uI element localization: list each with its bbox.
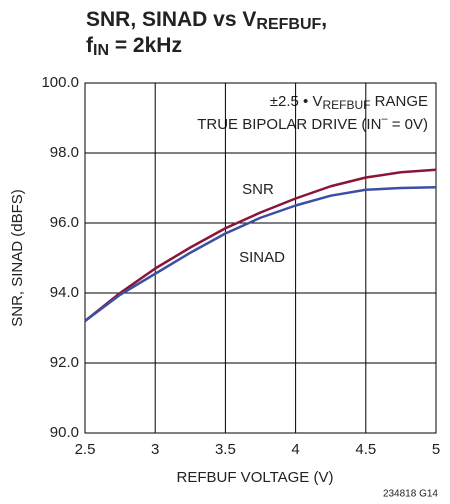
annotation: ±2.5 • VREFBUF RANGE — [270, 93, 428, 112]
y-tick-label: 90.0 — [50, 424, 79, 441]
x-tick-label: 2.5 — [75, 441, 96, 458]
series-line — [84, 168, 437, 322]
title-part: SNR, SINAD vs V — [86, 8, 256, 31]
title-part: f — [86, 34, 94, 57]
annotation-part: ±2.5 • V — [270, 93, 323, 110]
annotation-part: = 0V) — [388, 116, 428, 133]
series-label: SINAD — [239, 249, 285, 266]
chart-title: fIN = 2kHz — [86, 34, 182, 60]
title-subscript: IN — [93, 42, 109, 59]
annotation-part: TRUE BIPOLAR DRIVE (IN — [197, 116, 381, 133]
title-part: , — [321, 8, 327, 31]
title-part: = 2kHz — [109, 34, 182, 57]
y-tick-label: 92.0 — [50, 354, 79, 371]
x-tick-label: 3 — [151, 441, 159, 458]
y-tick-label: 98.0 — [50, 144, 79, 161]
y-tick-label: 100.0 — [41, 74, 79, 91]
title-subscript: REFBUF — [256, 16, 321, 33]
chart-title: SNR, SINAD vs VREFBUF, — [86, 8, 327, 34]
annotation-superscript: – — [381, 113, 388, 125]
series-line — [84, 186, 437, 323]
y-tick-label: 94.0 — [50, 284, 79, 301]
series-label: SNR — [242, 181, 274, 198]
y-axis-label: SNR, SINAD (dBFS) — [9, 189, 26, 327]
x-tick-label: 5 — [432, 441, 440, 458]
y-tick-label: 96.0 — [50, 214, 79, 231]
x-tick-label: 4.5 — [355, 441, 376, 458]
footnote: 234818 G14 — [383, 489, 438, 500]
annotation-part: RANGE — [370, 93, 428, 110]
x-tick-label: 4 — [291, 441, 299, 458]
annotation-subscript: REFBUF — [322, 98, 370, 112]
x-tick-label: 3.5 — [215, 441, 236, 458]
annotation: TRUE BIPOLAR DRIVE (IN– = 0V) — [197, 113, 428, 133]
x-axis-label: REFBUF VOLTAGE (V) — [177, 469, 334, 486]
